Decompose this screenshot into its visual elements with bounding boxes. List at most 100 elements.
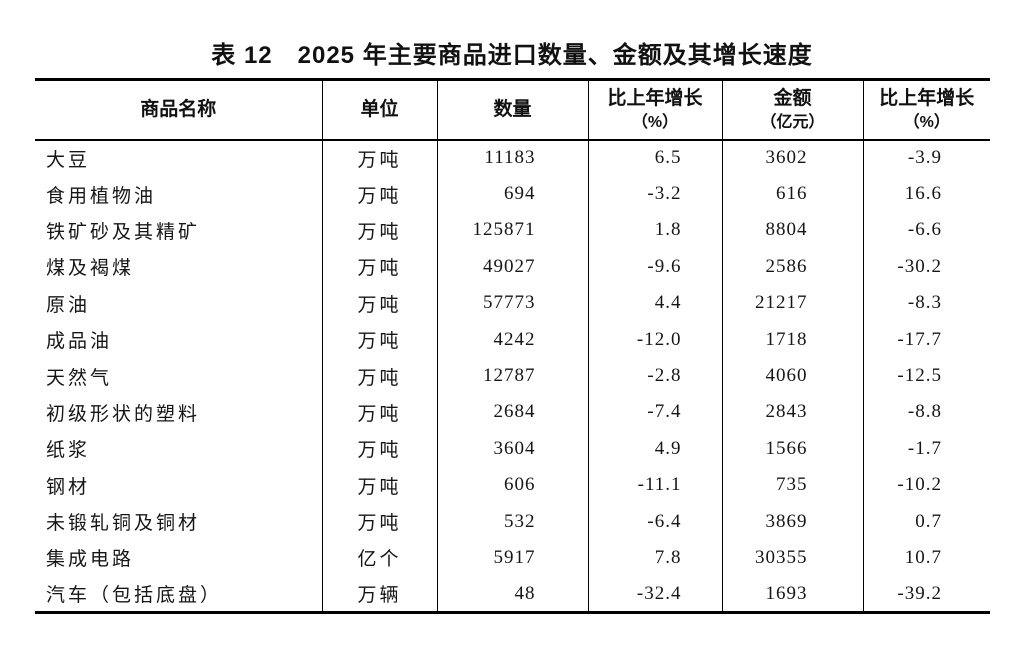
cell-amount: 2843 (721, 394, 863, 431)
col-header-amount-growth: 比上年增长 （%） (862, 79, 990, 141)
cell-amount: 735 (721, 467, 863, 504)
cell-quantity: 11183 (436, 139, 588, 176)
cell-commodity-name: 初级形状的塑料 (46, 403, 201, 425)
cell-quantity: 12787 (436, 357, 588, 395)
table-row: 煤及褐煤 万吨 49027 -9.6 2586 -30.2 (35, 248, 990, 286)
cell-commodity-name: 煤及褐煤 (46, 258, 135, 280)
col-header-quantity-growth: 比上年增长 （%） (587, 79, 722, 141)
cell-quantity-growth: 4.9 (587, 430, 722, 468)
cell-unit: 万吨 (321, 430, 437, 468)
cell-amount-growth: -3.9 (862, 139, 990, 176)
cell-amount-growth: -1.7 (862, 430, 990, 468)
col-header-label: 商品名称 (140, 98, 217, 120)
table-row: 铁矿砂及其精矿 万吨 125871 1.8 8804 -6.6 (35, 212, 990, 249)
cell-amount: 1718 (721, 321, 863, 358)
cell-unit: 亿个 (321, 539, 437, 577)
cell-unit: 万吨 (321, 175, 437, 213)
cell-quantity: 4242 (436, 321, 588, 358)
col-header-sublabel: （%） (631, 113, 679, 131)
cell-quantity: 57773 (436, 285, 588, 322)
cell-unit: 万吨 (321, 212, 437, 249)
col-header-quantity: 数量 (436, 79, 588, 141)
cell-commodity-name: 天然气 (46, 367, 113, 389)
cell-amount-growth: -8.3 (862, 285, 990, 322)
cell-quantity: 2684 (436, 394, 588, 431)
cell-commodity-name: 集成电路 (46, 549, 135, 571)
cell-unit: 万吨 (321, 503, 437, 540)
cell-quantity-growth: -32.4 (587, 576, 722, 613)
table-row: 成品油 万吨 4242 -12.0 1718 -17.7 (35, 321, 990, 358)
table-row: 天然气 万吨 12787 -2.8 4060 -12.5 (35, 357, 990, 395)
cell-amount: 616 (721, 175, 863, 213)
table-row: 大豆 万吨 11183 6.5 3602 -3.9 (35, 139, 990, 176)
cell-unit: 万吨 (321, 285, 437, 322)
cell-commodity-name: 食用植物油 (46, 185, 157, 207)
cell-amount: 30355 (721, 539, 863, 577)
cell-unit: 万吨 (321, 394, 437, 431)
cell-amount-growth: -6.6 (862, 212, 990, 249)
cell-quantity-growth: -7.4 (587, 394, 722, 431)
cell-amount-growth: -39.2 (862, 576, 990, 613)
cell-commodity-name: 汽车（包括底盘） (46, 585, 223, 607)
table-row: 食用植物油 万吨 694 -3.2 616 16.6 (35, 175, 990, 213)
cell-amount-growth: -17.7 (862, 321, 990, 358)
cell-quantity-growth: -11.1 (587, 467, 722, 504)
table-body: 大豆 万吨 11183 6.5 3602 -3.9 食用植物油 万吨 694 -… (35, 139, 990, 613)
cell-quantity: 694 (436, 175, 588, 213)
cell-quantity: 125871 (436, 212, 588, 249)
cell-amount-growth: 10.7 (862, 539, 990, 577)
col-header-label: 比上年增长 (607, 87, 703, 109)
cell-commodity-name: 未锻轧铜及铜材 (46, 513, 201, 535)
cell-amount-growth: -12.5 (862, 357, 990, 395)
cell-quantity: 606 (436, 467, 588, 504)
table-row: 汽车（包括底盘） 万辆 48 -32.4 1693 -39.2 (35, 576, 990, 613)
cell-quantity-growth: 1.8 (587, 212, 722, 249)
cell-commodity-name: 成品油 (46, 331, 113, 353)
header-row: 商品名称 单位 数量 比上年增长 （%） 金额 （亿元） 比上年增长 (35, 79, 990, 141)
cell-quantity: 3604 (436, 430, 588, 468)
table-row: 未锻轧铜及铜材 万吨 532 -6.4 3869 0.7 (35, 503, 990, 540)
cell-amount-growth: 16.6 (862, 175, 990, 213)
col-header-label: 数量 (493, 98, 532, 120)
col-header-amount: 金额 （亿元） (721, 79, 863, 141)
table-row: 纸浆 万吨 3604 4.9 1566 -1.7 (35, 430, 990, 468)
cell-amount-growth: -8.8 (862, 394, 990, 431)
cell-quantity-growth: -2.8 (587, 357, 722, 395)
col-header-unit: 单位 (321, 79, 437, 141)
table-row: 原油 万吨 57773 4.4 21217 -8.3 (35, 285, 990, 322)
cell-quantity-growth: -3.2 (587, 175, 722, 213)
data-table: 商品名称 单位 数量 比上年增长 （%） 金额 （亿元） 比上年增长 (35, 78, 990, 615)
cell-commodity-name: 铁矿砂及其精矿 (46, 221, 201, 243)
cell-amount: 2586 (721, 248, 863, 286)
cell-quantity-growth: -6.4 (587, 503, 722, 540)
cell-amount: 21217 (721, 285, 863, 322)
col-header-label: 金额 (773, 87, 812, 109)
cell-commodity-name: 钢材 (46, 476, 91, 498)
cell-unit: 万吨 (321, 467, 437, 504)
cell-amount-growth: 0.7 (862, 503, 990, 540)
cell-quantity-growth: -12.0 (587, 321, 722, 358)
cell-amount: 4060 (721, 357, 863, 395)
cell-unit: 万吨 (321, 248, 437, 286)
cell-unit: 万辆 (321, 576, 437, 613)
table-title: 表 12 2025 年主要商品进口数量、金额及其增长速度 (211, 42, 813, 69)
cell-quantity-growth: -9.6 (587, 248, 722, 286)
cell-unit: 万吨 (321, 139, 437, 176)
cell-quantity: 48 (436, 576, 588, 613)
cell-quantity-growth: 4.4 (587, 285, 722, 322)
cell-amount: 3602 (721, 139, 863, 176)
table-row: 初级形状的塑料 万吨 2684 -7.4 2843 -8.8 (35, 394, 990, 431)
import-commodities-table: 商品名称 单位 数量 比上年增长 （%） 金额 （亿元） 比上年增长 (35, 78, 990, 615)
col-header-sublabel: （亿元） (760, 113, 825, 131)
cell-amount: 8804 (721, 212, 863, 249)
cell-quantity: 5917 (436, 539, 588, 577)
col-header-label: 比上年增长 (879, 87, 975, 109)
cell-commodity-name: 大豆 (46, 149, 91, 171)
cell-quantity-growth: 7.8 (587, 539, 722, 577)
cell-amount: 1693 (721, 576, 863, 613)
cell-quantity: 49027 (436, 248, 588, 286)
cell-unit: 万吨 (321, 321, 437, 358)
cell-quantity-growth: 6.5 (587, 139, 722, 176)
col-header-commodity-name: 商品名称 (35, 79, 322, 141)
cell-commodity-name: 纸浆 (46, 440, 91, 462)
